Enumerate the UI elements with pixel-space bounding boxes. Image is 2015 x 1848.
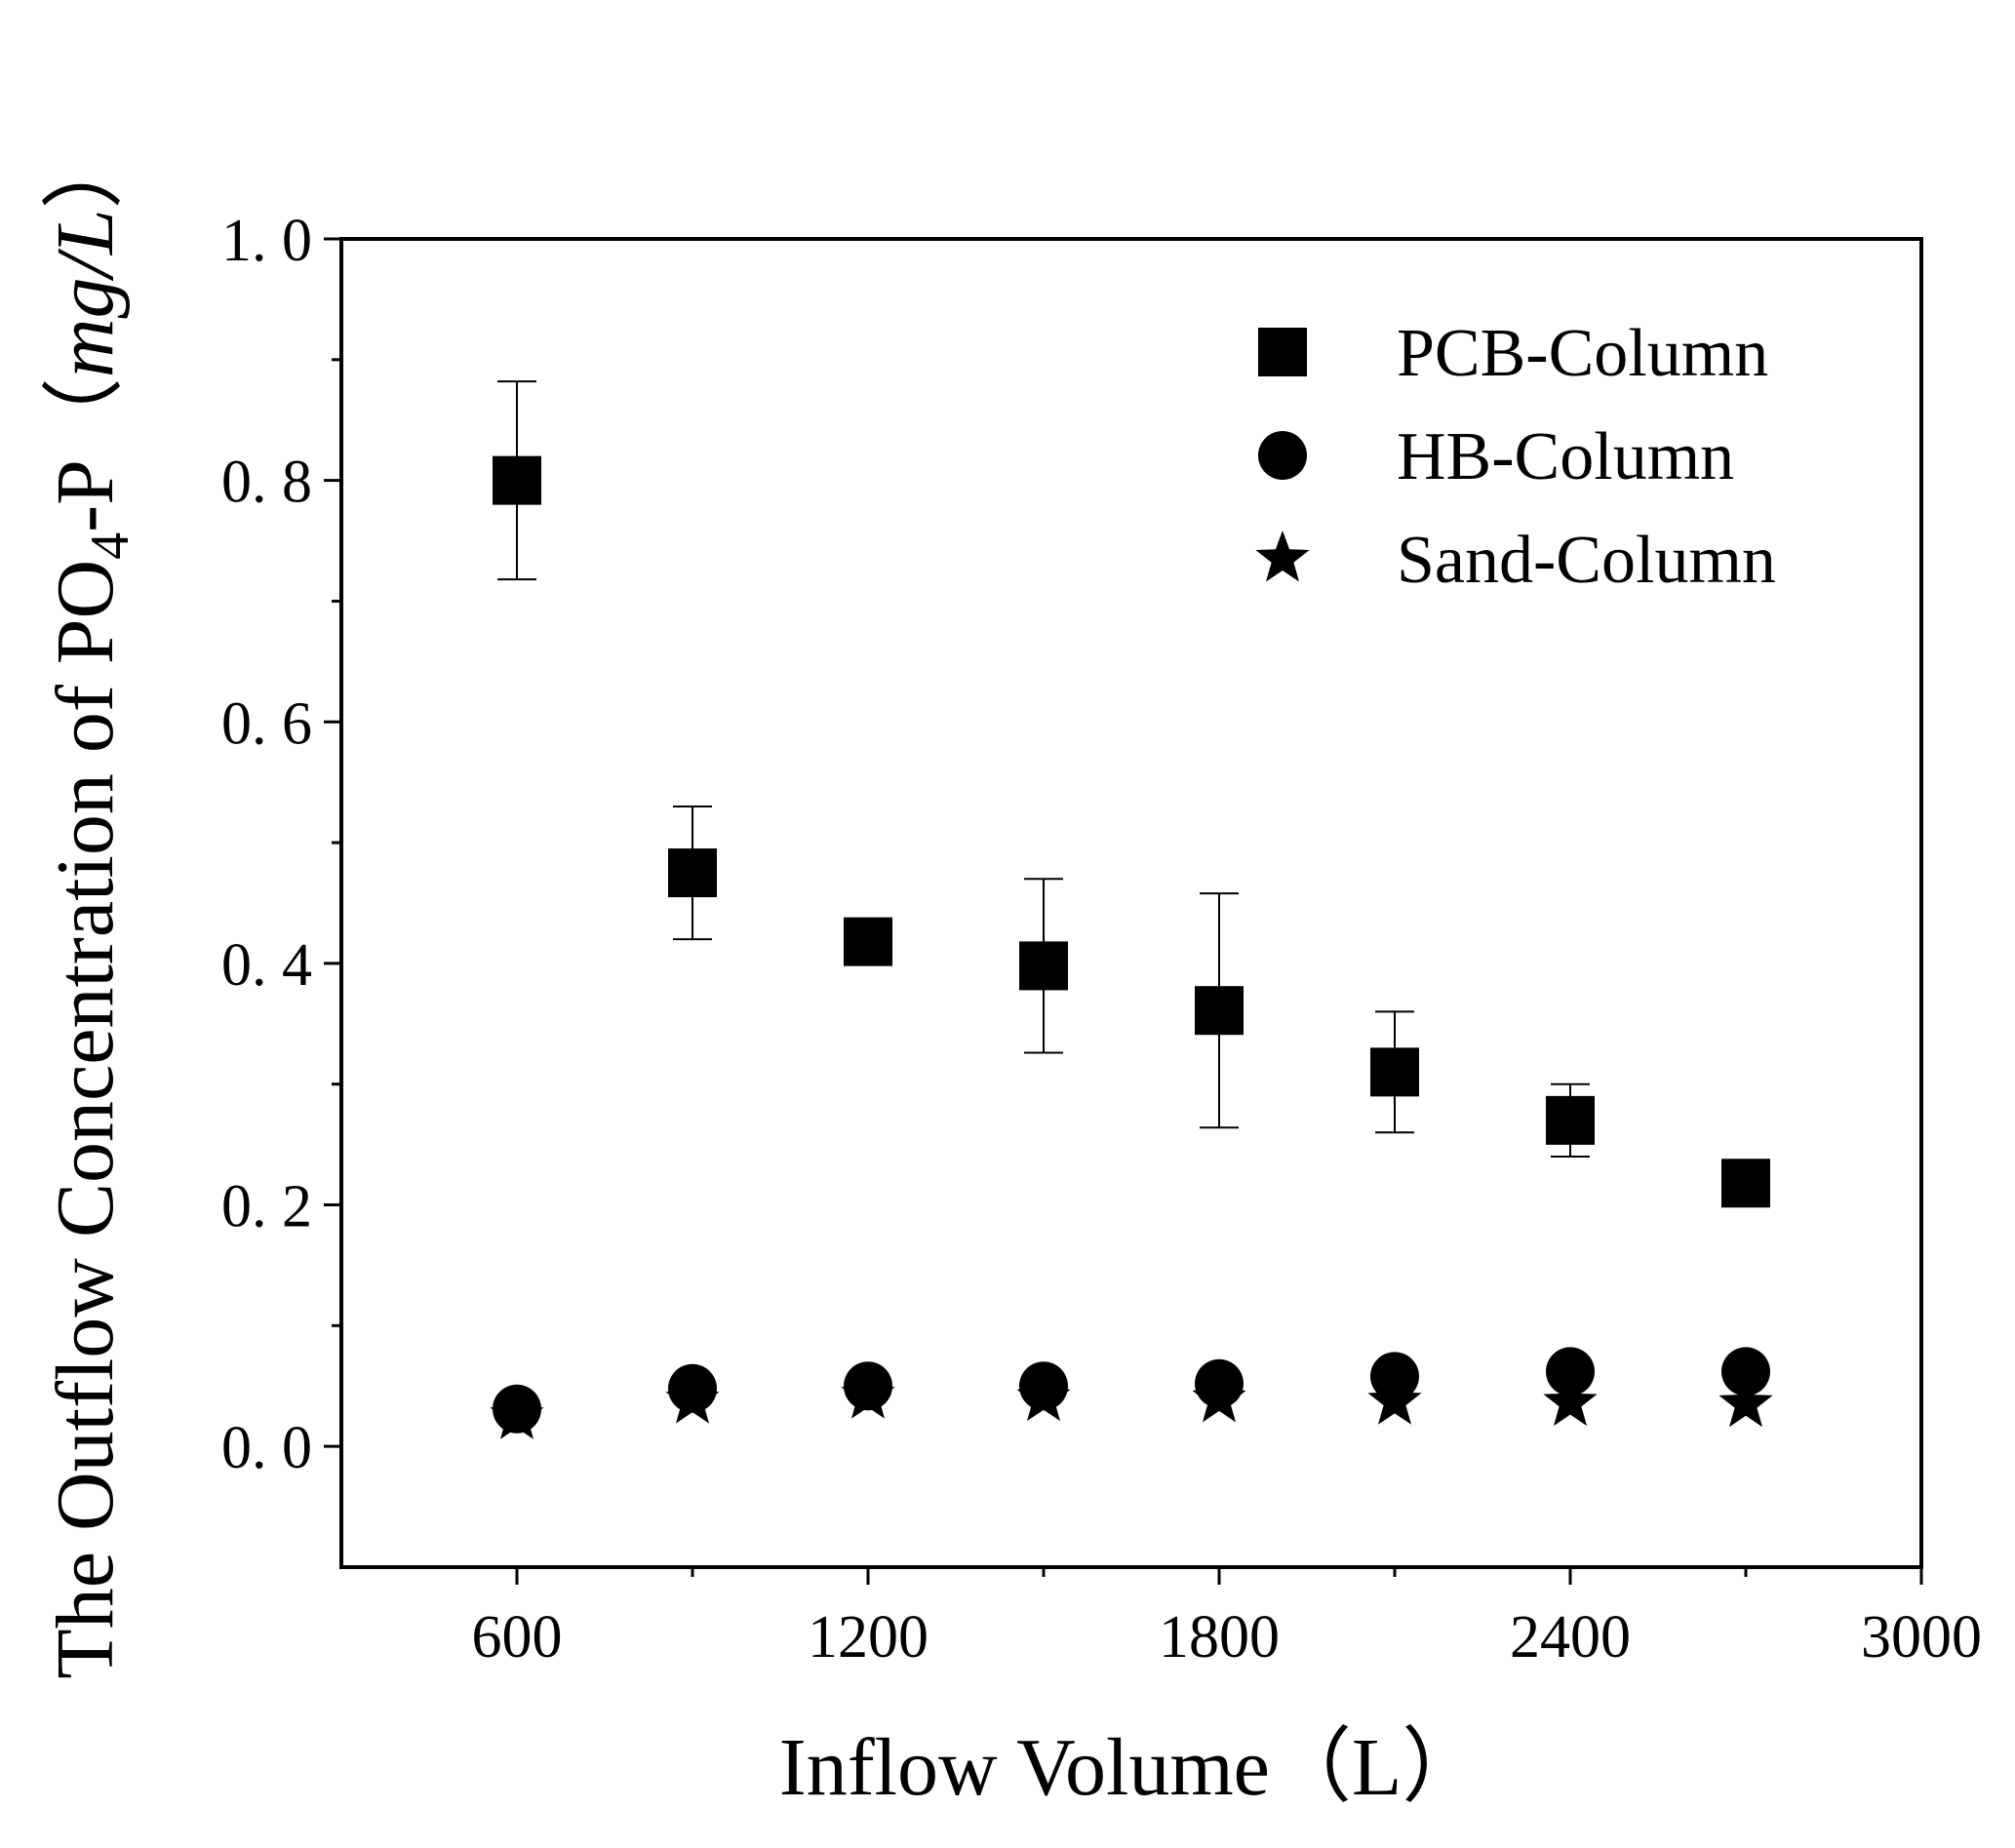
data-point-square (668, 848, 717, 898)
legend-item-sand: Sand-Column (1255, 523, 1776, 598)
y-axis-title-unit: mg/L (40, 209, 131, 377)
y-tick-label: 1. 0 (221, 208, 312, 274)
y-tick-label: 0. 6 (221, 690, 312, 757)
legend-marker-square (1258, 328, 1307, 376)
y-axis-title-prefix: The Outflow Concentration of PO (40, 560, 131, 1679)
x-tick-label: 2400 (1510, 1604, 1631, 1671)
y-tick-label: 0. 0 (221, 1415, 312, 1481)
y-axis-title-close: ） (40, 127, 131, 209)
data-point-circle (668, 1363, 717, 1413)
data-point-circle (1370, 1352, 1419, 1401)
legend-label-hb: HB-Column (1397, 419, 1734, 494)
data-point-square (493, 455, 541, 505)
ticks: 600 1200 1800 2400 3000 0. 0 0. 2 0. 4 0. 6 0. 8 1… (221, 208, 1982, 1671)
x-tick-label: 1800 (1159, 1604, 1280, 1671)
y-tick-label: 0. 4 (221, 932, 312, 999)
data-point-circle (844, 1361, 892, 1411)
legend-symbol-circle (1258, 431, 1307, 480)
data-point-square (1019, 941, 1068, 991)
legend-marker-circle (1258, 431, 1307, 480)
data-point-square (1195, 986, 1244, 1036)
data-point-circle (1019, 1361, 1068, 1411)
series-hb-column (493, 1347, 1770, 1434)
legend: PCB-Column HB-Column Sand-Column (1255, 316, 1776, 598)
legend-label-sand: Sand-Column (1397, 523, 1776, 598)
y-axis-title-subscript: 4 (80, 532, 140, 560)
y-tick-label: 0. 8 (221, 450, 312, 516)
series-pcb-column (493, 380, 1770, 1208)
data-point-star (1543, 1374, 1598, 1427)
legend-marker-star (1255, 531, 1310, 582)
legend-symbol-star (1255, 531, 1310, 582)
data-point-square (1721, 1159, 1770, 1208)
data-point-circle (1546, 1347, 1595, 1396)
legend-label-pcb: PCB-Column (1397, 316, 1768, 391)
x-tick-label: 600 (472, 1604, 563, 1671)
legend-item-pcb: PCB-Column (1258, 316, 1768, 391)
data-point-square (1370, 1047, 1419, 1097)
data-point-circle (1721, 1347, 1770, 1396)
data-point-square (1546, 1095, 1595, 1145)
data-point-circle (493, 1384, 541, 1434)
plot-content (490, 380, 1773, 1439)
legend-item-hb: HB-Column (1258, 419, 1734, 494)
y-axis-title-suffix: -P（ (40, 377, 131, 532)
data-point-square (844, 917, 892, 966)
data-point-circle (1195, 1358, 1244, 1408)
x-tick-label: 3000 (1861, 1604, 1982, 1671)
data-point-star (1719, 1375, 1773, 1428)
x-axis-title: Inflow Volume（L） (779, 1722, 1484, 1813)
y-tick-label: 0. 2 (221, 1174, 312, 1240)
y-axis-title: The Outflow Concentration of PO4-P（mg/L） (40, 127, 140, 1678)
x-tick-label: 1200 (808, 1604, 928, 1671)
plot-frame (339, 237, 1923, 1569)
legend-symbol-square (1258, 328, 1307, 376)
